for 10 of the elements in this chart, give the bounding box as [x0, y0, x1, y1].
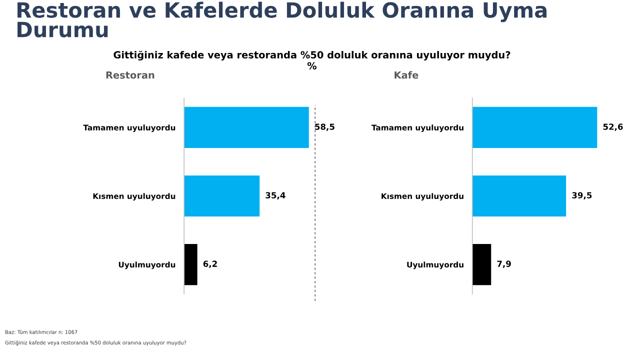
data-label: 58,5	[315, 124, 334, 131]
chart-title: Kafe	[394, 71, 418, 79]
data-label: 52,6	[603, 124, 623, 131]
data-label: 39,5	[572, 192, 592, 200]
text: Gittiğiniz kafede veya restoranda %50 doluluk oranına uyuluyor muydu? %	[114, 50, 510, 70]
data-label: 6,2	[203, 260, 217, 268]
text: Restoran ve Kafelerde Doluluk Oranına Uyma Durumu	[18, 2, 547, 38]
data-label: 7,9	[497, 260, 511, 268]
chart-title: Restoran	[106, 71, 154, 79]
data-label: 35,4	[266, 192, 286, 200]
